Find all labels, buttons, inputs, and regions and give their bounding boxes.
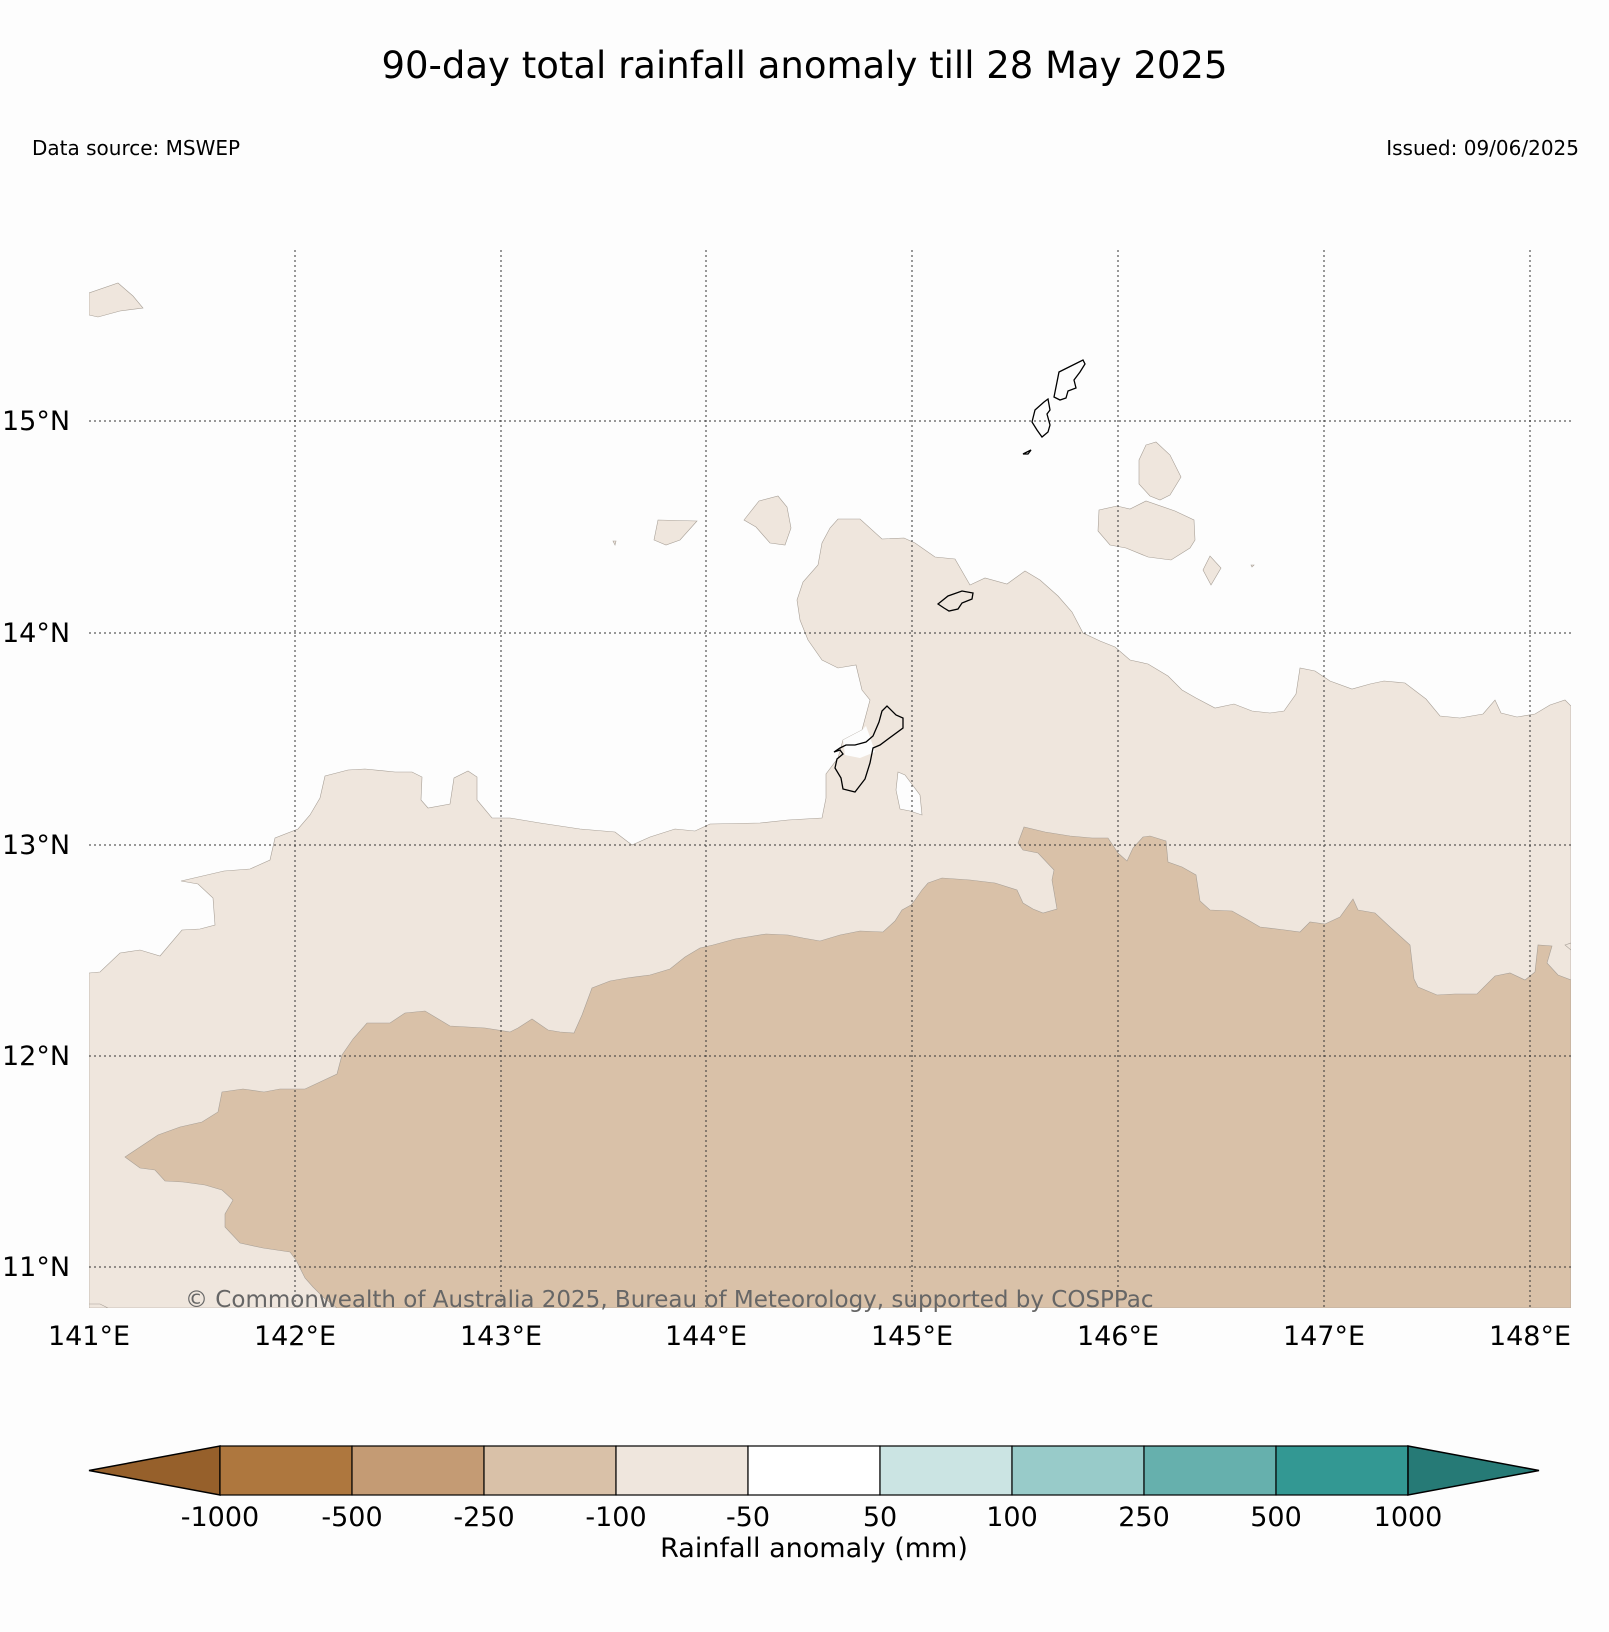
northern-island-patches	[89, 282, 1255, 1308]
colorbar-segment	[351, 1445, 485, 1496]
issued-date-label: Issued: 09/06/2025	[1386, 136, 1579, 160]
colorbar-tick-label: -500	[321, 1502, 382, 1533]
lon-label: 145°E	[871, 1321, 953, 1352]
anomaly-region-medium	[124, 826, 1571, 1308]
colorbar-tick-label: 250	[1118, 1502, 1170, 1533]
colorbar-tick-label: 500	[1250, 1502, 1302, 1533]
latitude-labels: 15°N 14°N 13°N 12°N 11°N	[2, 406, 70, 1283]
colorbar-tick-label: 1000	[1374, 1502, 1443, 1533]
coastline-outlines	[833, 359, 1086, 793]
colorbar-extend-right	[1407, 1445, 1540, 1496]
lat-label: 14°N	[2, 618, 70, 649]
graticule	[89, 250, 1571, 1308]
colorbar-tick-label: 50	[863, 1502, 897, 1533]
longitude-labels: 141°E 142°E 143°E 144°E 145°E 146°E 147°…	[48, 1321, 1571, 1352]
colorbar-tick-label: -50	[726, 1502, 770, 1533]
colorbar-segment	[1011, 1445, 1145, 1496]
colorbar-segment	[747, 1445, 881, 1496]
map-title: 90-day total rainfall anomaly till 28 Ma…	[381, 44, 1228, 87]
lat-label: 15°N	[2, 406, 70, 437]
colorbar-segment	[483, 1445, 617, 1496]
lon-label: 144°E	[665, 1321, 747, 1352]
lon-label: 142°E	[254, 1321, 336, 1352]
colorbar-label: Rainfall anomaly (mm)	[660, 1533, 968, 1564]
colorbar-tick-label: 100	[986, 1502, 1038, 1533]
copyright-text: © Commonwealth of Australia 2025, Bureau…	[185, 1287, 1154, 1313]
lon-label: 147°E	[1283, 1321, 1365, 1352]
lon-label: 143°E	[460, 1321, 542, 1352]
lat-label: 12°N	[2, 1041, 70, 1072]
colorbar-tick-label: -1000	[181, 1502, 259, 1533]
map-area	[89, 282, 1571, 1308]
colorbar-segment	[1275, 1445, 1409, 1496]
colorbar: -1000 -500 -250 -100 -50 50 100 250 500 1000	[88, 1445, 1540, 1533]
lat-label: 11°N	[2, 1252, 70, 1283]
lon-label: 141°E	[48, 1321, 130, 1352]
lat-label: 13°N	[2, 830, 70, 861]
lon-label: 146°E	[1077, 1321, 1159, 1352]
colorbar-segment	[615, 1445, 749, 1496]
colorbar-extend-left	[88, 1445, 221, 1496]
colorbar-tick-label: -250	[453, 1502, 514, 1533]
colorbar-segment	[879, 1445, 1013, 1496]
colorbar-segment	[1143, 1445, 1277, 1496]
lon-label: 148°E	[1489, 1321, 1571, 1352]
data-source-label: Data source: MSWEP	[32, 136, 241, 160]
colorbar-tick-label: -100	[585, 1502, 646, 1533]
colorbar-segment	[219, 1445, 353, 1496]
